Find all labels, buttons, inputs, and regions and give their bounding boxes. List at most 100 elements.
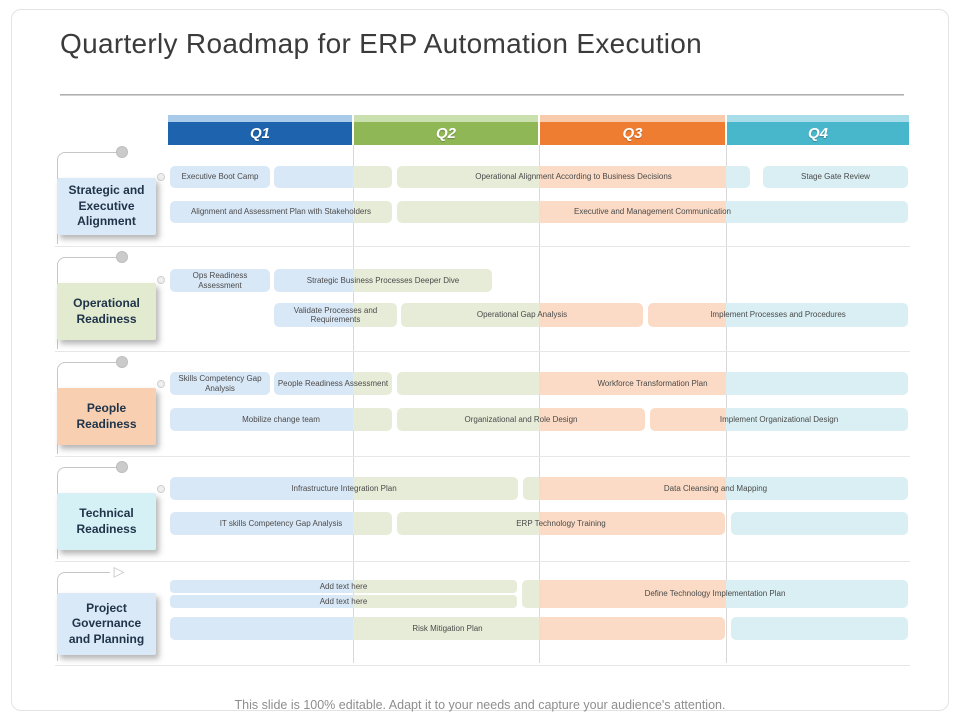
task-bar-label: Organizational and Role Design (464, 414, 578, 424)
task-bar[interactable]: Ops Readiness Assessment (170, 269, 270, 292)
task-bar[interactable]: Infrastructure Integration Plan (170, 477, 518, 500)
quarter-label: Q4 (727, 122, 909, 145)
quarter-label: Q3 (540, 122, 725, 145)
task-bar[interactable]: Executive Boot Camp (170, 166, 270, 188)
task-bar[interactable]: Define Technology Implementation Plan (522, 580, 908, 608)
task-bar-label: Executive and Management Communication (574, 207, 731, 217)
bar-segment-q3 (648, 303, 726, 327)
footer-note: This slide is 100% editable. Adapt it to… (234, 698, 726, 712)
section-label-text: Strategic and Executive Alignment (68, 183, 145, 229)
section-label-people-readiness[interactable]: People Readiness (57, 388, 156, 445)
task-bar[interactable]: Implement Processes and Procedures (648, 303, 908, 327)
timeline-node-dot (157, 173, 165, 181)
task-bar[interactable]: Stage Gate Review (763, 166, 908, 188)
task-bar-label: Add text here (319, 581, 368, 591)
task-bar[interactable]: Alignment and Assessment Plan with Stake… (170, 201, 392, 223)
quarter-strip (168, 115, 352, 122)
circle-node-icon (116, 461, 128, 473)
bar-segment-q4 (726, 580, 908, 608)
quarter-header-q2[interactable]: Q2 (354, 115, 538, 145)
timeline-node-dot (157, 380, 165, 388)
quarter-header-q1[interactable]: Q1 (168, 115, 352, 145)
bar-segment-q1 (170, 512, 353, 535)
task-bar-label: IT skills Competency Gap Analysis (219, 518, 343, 528)
bar-segment-q2 (353, 477, 518, 500)
bar-segment-q2 (397, 166, 539, 188)
bar-segment-q1 (274, 166, 353, 188)
bar-segment-q2 (401, 303, 539, 327)
task-bar-label: Workforce Transformation Plan (597, 378, 708, 388)
bar-segment-q1 (170, 617, 353, 640)
bar-segment-q1 (170, 580, 353, 593)
quarter-strip (354, 115, 538, 122)
bar-segment-q2 (397, 201, 539, 223)
bar-segment-q1 (170, 201, 353, 223)
task-bar[interactable] (731, 617, 908, 640)
bar-segment-q4 (731, 512, 908, 535)
task-bar-label: Ops Readiness Assessment (192, 271, 248, 290)
section-label-project-governance-and-planning[interactable]: Project Governance and Planning (57, 593, 156, 655)
bar-segment-q2 (353, 372, 392, 395)
quarter-label: Q1 (168, 122, 352, 145)
bar-segment-q4 (726, 201, 908, 223)
quarter-header-q4[interactable]: Q4 (727, 115, 909, 145)
bar-segment-q3 (539, 303, 643, 327)
task-bar[interactable]: Add text here (170, 595, 517, 608)
task-bar[interactable]: IT skills Competency Gap Analysis (170, 512, 392, 535)
bar-segment-q1 (170, 372, 270, 395)
task-bar[interactable]: Strategic Business Processes Deeper Dive (274, 269, 492, 292)
triangle-arrow-icon: ▷ (110, 563, 128, 581)
bar-segment-q2 (397, 512, 539, 535)
bar-segment-q1 (170, 595, 353, 608)
task-bar-label: Executive Boot Camp (181, 172, 259, 182)
task-bar[interactable]: Add text here (170, 580, 517, 593)
task-bar[interactable]: Validate Processes and Requirements (274, 303, 397, 327)
task-bar[interactable]: Implement Organizational Design (650, 408, 908, 431)
quarter-header-q3[interactable]: Q3 (540, 115, 725, 145)
task-bar[interactable]: Executive and Management Communication (397, 201, 908, 223)
task-bar[interactable]: Risk Mitigation Plan (170, 617, 725, 640)
task-bar[interactable]: People Readiness Assessment (274, 372, 392, 395)
section-divider (55, 351, 910, 352)
task-bar[interactable]: Skills Competency Gap Analysis (170, 372, 270, 395)
section-label-text: People Readiness (76, 400, 137, 431)
timeline-node-dot (157, 276, 165, 284)
circle-node-icon (116, 251, 128, 263)
task-bar[interactable]: Organizational and Role Design (397, 408, 645, 431)
task-bar[interactable]: Data Cleansing and Mapping (523, 477, 908, 500)
page-title: Quarterly Roadmap for ERP Automation Exe… (60, 28, 703, 59)
task-bar-label: Strategic Business Processes Deeper Dive (306, 275, 460, 285)
circle-node-icon (116, 356, 128, 368)
bar-segment-q4 (763, 166, 908, 188)
task-bar[interactable]: ERP Technology Training (397, 512, 725, 535)
quarter-gridline (539, 145, 540, 663)
task-bar-label: Validate Processes and Requirements (293, 305, 378, 324)
task-bar[interactable] (274, 166, 392, 188)
section-label-technical-readiness[interactable]: Technical Readiness (57, 493, 156, 550)
bar-segment-q3 (539, 372, 726, 395)
bar-segment-q3 (539, 512, 725, 535)
bar-segment-q2 (353, 580, 517, 593)
bar-segment-q2 (353, 269, 492, 292)
task-bar-label: Infrastructure Integration Plan (291, 483, 397, 493)
quarter-gridline (353, 145, 354, 663)
bar-segment-q4 (726, 477, 908, 500)
quarter-strip (727, 115, 909, 122)
bar-segment-q1 (170, 269, 270, 292)
bar-segment-q3 (539, 617, 725, 640)
section-label-operational-readiness[interactable]: Operational Readiness (57, 283, 156, 340)
section-divider (55, 561, 910, 562)
bar-segment-q2 (523, 477, 539, 500)
bar-segment-q2 (397, 372, 539, 395)
task-bar[interactable] (731, 512, 908, 535)
section-divider (55, 246, 910, 247)
task-bar[interactable]: Operational Alignment According to Busin… (397, 166, 750, 188)
task-bar[interactable]: Mobilize change team (170, 408, 392, 431)
task-bar[interactable]: Operational Gap Analysis (401, 303, 643, 327)
bar-segment-q2 (353, 617, 539, 640)
task-bar[interactable]: Workforce Transformation Plan (397, 372, 908, 395)
task-bar-label: Skills Competency Gap Analysis (178, 374, 262, 393)
section-label-strategic-and-executive-alignment[interactable]: Strategic and Executive Alignment (57, 178, 156, 235)
bar-segment-q1 (170, 477, 353, 500)
